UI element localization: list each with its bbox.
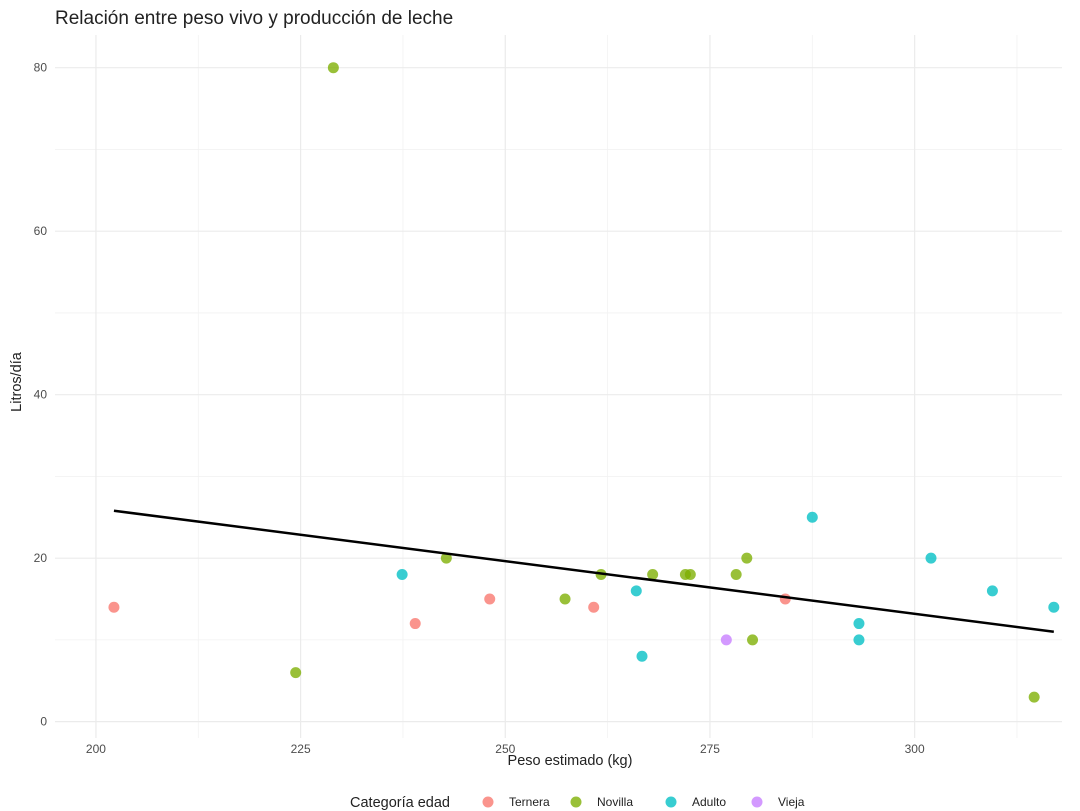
legend-label-novilla: Novilla xyxy=(597,795,633,809)
data-point-novilla xyxy=(741,552,753,564)
data-point-novilla xyxy=(647,569,659,581)
x-tick-label: 200 xyxy=(86,742,106,756)
data-point-novilla xyxy=(1028,691,1040,703)
data-point-novilla xyxy=(290,667,302,679)
data-point-adulto xyxy=(1048,601,1060,613)
x-tick-label: 225 xyxy=(291,742,311,756)
data-point-adulto xyxy=(925,552,937,564)
legend: Categoría edad Ternera Novilla Adulto Vieja xyxy=(350,795,805,811)
data-point-ternera xyxy=(484,593,496,605)
data-point-novilla xyxy=(327,62,339,74)
data-points xyxy=(108,62,1060,703)
legend-title: Categoría edad xyxy=(350,795,450,811)
grid-major xyxy=(55,35,1062,738)
data-point-vieja xyxy=(720,634,732,646)
legend-key-novilla xyxy=(570,796,582,808)
legend-label-ternera: Ternera xyxy=(509,795,550,809)
trend-line xyxy=(113,509,1054,633)
data-point-ternera xyxy=(409,618,421,630)
data-point-adulto xyxy=(853,618,865,630)
y-axis-title: Litros/día xyxy=(9,351,25,412)
trend-line-group xyxy=(113,509,1054,633)
data-point-novilla xyxy=(684,569,696,581)
grid-minor xyxy=(55,35,1062,738)
data-point-novilla xyxy=(747,634,759,646)
data-point-novilla xyxy=(559,593,571,605)
y-tick-label: 40 xyxy=(34,388,48,402)
data-point-adulto xyxy=(630,585,642,597)
data-point-ternera xyxy=(108,601,120,613)
legend-key-adulto xyxy=(665,796,677,808)
data-point-adulto xyxy=(636,650,648,662)
data-point-adulto xyxy=(986,585,998,597)
x-tick-label: 275 xyxy=(700,742,720,756)
y-tick-label: 20 xyxy=(34,551,48,565)
legend-key-vieja xyxy=(751,796,763,808)
data-point-adulto xyxy=(396,569,408,581)
data-point-novilla xyxy=(440,552,452,564)
x-tick-label: 250 xyxy=(495,742,515,756)
data-point-novilla xyxy=(730,569,742,581)
y-tick-label: 60 xyxy=(34,224,48,238)
legend-label-vieja: Vieja xyxy=(778,795,805,809)
data-point-ternera xyxy=(588,601,600,613)
y-tick-label: 0 xyxy=(40,715,47,729)
chart-title: Relación entre peso vivo y producción de… xyxy=(55,8,453,29)
legend-key-ternera xyxy=(482,796,494,808)
x-tick-labels: 200 225 250 275 300 xyxy=(86,742,925,756)
data-point-ternera xyxy=(779,593,791,605)
y-tick-labels: 0 20 40 60 80 xyxy=(34,61,48,729)
x-axis-title: Peso estimado (kg) xyxy=(508,753,633,769)
x-tick-label: 300 xyxy=(905,742,925,756)
data-point-adulto xyxy=(853,634,865,646)
data-point-adulto xyxy=(806,511,818,523)
legend-label-adulto: Adulto xyxy=(692,795,726,809)
y-tick-label: 80 xyxy=(34,61,48,75)
